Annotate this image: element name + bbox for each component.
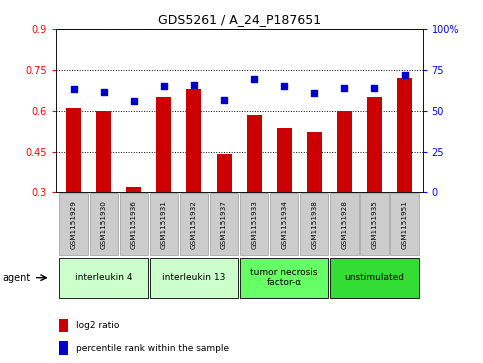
Text: unstimulated: unstimulated [344, 273, 404, 282]
Bar [397, 78, 412, 192]
Bar [300, 193, 328, 255]
Point [160, 83, 168, 89]
Text: GSM1151928: GSM1151928 [341, 200, 347, 249]
Bar [59, 258, 148, 298]
Bar [66, 108, 81, 192]
Point [130, 98, 138, 104]
Bar [150, 258, 238, 298]
Bar [270, 193, 298, 255]
Bar [337, 111, 352, 192]
Bar [186, 89, 201, 192]
Bar [330, 193, 358, 255]
Bar [307, 132, 322, 192]
Bar [89, 193, 118, 255]
Bar [240, 193, 268, 255]
Bar [216, 154, 231, 192]
Bar [59, 342, 69, 355]
Bar [59, 193, 88, 255]
Bar [126, 187, 142, 192]
Text: GSM1151934: GSM1151934 [281, 200, 287, 249]
Bar [156, 97, 171, 192]
Bar [59, 319, 69, 332]
Text: interleukin 13: interleukin 13 [162, 273, 226, 282]
Text: GSM1151931: GSM1151931 [161, 200, 167, 249]
Bar [96, 111, 111, 192]
Bar [277, 129, 292, 192]
Point [341, 85, 348, 90]
Text: tumor necrosis
factor-α: tumor necrosis factor-α [251, 268, 318, 287]
Title: GDS5261 / A_24_P187651: GDS5261 / A_24_P187651 [157, 13, 321, 26]
Text: GSM1151929: GSM1151929 [71, 200, 77, 249]
Text: GSM1151937: GSM1151937 [221, 200, 227, 249]
Bar [120, 193, 148, 255]
Point [311, 90, 318, 96]
Text: percentile rank within the sample: percentile rank within the sample [76, 343, 229, 352]
Text: GSM1151935: GSM1151935 [371, 200, 378, 249]
Text: GSM1151951: GSM1151951 [401, 200, 408, 249]
Point [190, 82, 198, 88]
Point [280, 83, 288, 89]
Point [250, 77, 258, 82]
Bar [210, 193, 238, 255]
Text: GSM1151936: GSM1151936 [131, 200, 137, 249]
Bar [390, 193, 419, 255]
Text: GSM1151933: GSM1151933 [251, 200, 257, 249]
Text: GSM1151938: GSM1151938 [312, 200, 317, 249]
Text: GSM1151930: GSM1151930 [100, 200, 107, 249]
Bar [180, 193, 208, 255]
Point [401, 72, 409, 78]
Bar [330, 258, 419, 298]
Point [70, 86, 77, 92]
Point [100, 89, 108, 94]
Point [220, 97, 228, 103]
Bar [240, 258, 328, 298]
Point [370, 85, 378, 90]
Bar [150, 193, 178, 255]
Bar [247, 115, 262, 192]
Text: GSM1151932: GSM1151932 [191, 200, 197, 249]
Text: agent: agent [2, 273, 30, 283]
Text: log2 ratio: log2 ratio [76, 321, 119, 330]
Bar [360, 193, 389, 255]
Bar [367, 97, 382, 192]
Text: interleukin 4: interleukin 4 [75, 273, 132, 282]
